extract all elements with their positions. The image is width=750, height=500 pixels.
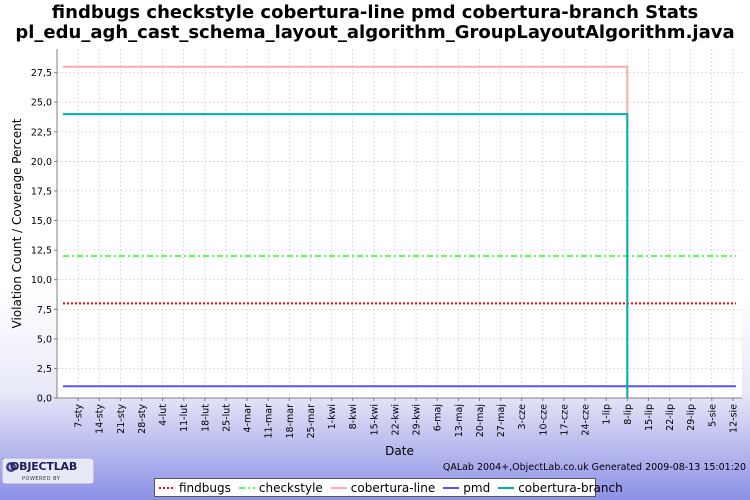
- x-ticks: 7-sty 14-sty 21-sty 28-sty 4-lut 11-lut 18-lut…: [74, 398, 739, 439]
- x-tick-label: 7-sty: [74, 404, 85, 428]
- x-tick-label: 13-maj: [454, 404, 465, 437]
- y-tick-label: 5,0: [37, 334, 52, 345]
- y-tick-label: 20,0: [31, 157, 52, 168]
- logo-text: OBJECTLAB: [10, 460, 78, 473]
- x-tick-label: 11-lut: [179, 404, 190, 432]
- legend-item-cobertura-branch: cobertura-branch: [498, 481, 623, 495]
- x-tick-label: 8-kwi: [348, 404, 359, 429]
- legend-swatch-cobertura-line: [330, 486, 347, 489]
- x-tick-label: 1-lip: [602, 404, 613, 425]
- x-tick-label: 6-maj: [433, 404, 444, 431]
- logo-powered-text: POWERED BY: [22, 476, 61, 482]
- x-tick-label: 8-lip: [623, 404, 634, 425]
- chart-title: findbugs checkstyle cobertura-line pmd c…: [51, 2, 699, 23]
- x-tick-label: 22-kwi: [390, 404, 401, 435]
- x-tick-label: 29-kwi: [412, 404, 423, 435]
- y-tick-label: 12,5: [31, 246, 52, 257]
- legend-label: findbugs: [179, 480, 231, 495]
- x-tick-label: 10-cze: [538, 404, 549, 436]
- x-tick-label: 27-maj: [496, 404, 507, 437]
- legend-item-cobertura-line: cobertura-line: [330, 480, 436, 495]
- y-tick-label: 0,0: [37, 394, 52, 405]
- x-tick-label: 15-lip: [644, 404, 655, 431]
- grid-lines: [57, 49, 742, 399]
- y-tick-label: 27,5: [31, 68, 52, 79]
- x-tick-label: 3-cze: [517, 404, 528, 430]
- series-line-cobertura-branch: [63, 113, 629, 398]
- legend-swatch-checkstyle: [238, 486, 255, 489]
- legend-label: cobertura-branch: [518, 480, 623, 495]
- y-tick-label: 2,5: [37, 364, 52, 375]
- y-tick-label: 17,5: [31, 186, 52, 197]
- plot-area: [57, 49, 742, 398]
- x-tick-label: 14-sty: [95, 404, 106, 434]
- legend: findbugs checkstyle cobertura-line pmd cober…: [154, 478, 623, 497]
- x-tick-label: 18-lut: [200, 404, 211, 432]
- x-tick-label: 11-mar: [264, 404, 275, 439]
- chart-subtitle: pl_edu_agh_cast_schema_layout_algorithm_…: [15, 22, 735, 43]
- series-lines: [63, 65, 736, 398]
- x-tick-label: 28-sty: [137, 404, 148, 434]
- x-tick-label: 5-sie: [707, 404, 718, 427]
- y-axis-label: Violation Count / Coverage Percent: [10, 118, 24, 328]
- legend-swatch-cobertura-branch: [498, 486, 515, 489]
- objectlab-logo: OBJECTLAB POWERED BY: [2, 458, 94, 498]
- x-tick-label: 24-cze: [581, 404, 592, 436]
- y-tick-label: 10,0: [31, 275, 52, 286]
- legend-item-pmd: pmd: [443, 481, 490, 495]
- legend-label: cobertura-line: [350, 480, 436, 495]
- x-tick-label: 25-lut: [221, 404, 232, 432]
- y-ticks: 0,0 2,5 5,0 7,5 10,0 12,5 15,0 17,5 20,0 22,5 25,0…: [31, 68, 57, 405]
- legend-label: pmd: [463, 480, 491, 495]
- x-tick-label: 29-lip: [686, 404, 697, 431]
- x-tick-label: 17-cze: [559, 404, 570, 436]
- x-tick-label: 20-maj: [475, 404, 486, 437]
- x-tick-label: 21-sty: [116, 404, 127, 434]
- x-tick-label: 18-mar: [285, 404, 296, 439]
- legend-swatch-findbugs: [159, 486, 175, 489]
- x-tick-label: 4-mar: [243, 404, 254, 433]
- generated-note: QALab 2004+,ObjectLab.co.uk Generated 20…: [442, 462, 746, 473]
- x-tick-label: 22-lip: [665, 404, 676, 431]
- x-tick-label: 25-mar: [306, 404, 317, 439]
- x-tick-label: 1-kwi: [327, 404, 338, 429]
- y-tick-label: 7,5: [37, 305, 52, 316]
- legend-item-findbugs: findbugs: [159, 481, 231, 495]
- y-tick-label: 22,5: [31, 127, 52, 138]
- x-tick-label: 12-sie: [728, 404, 739, 433]
- y-tick-label: 15,0: [31, 216, 52, 227]
- x-tick-label: 4-lut: [158, 404, 169, 426]
- y-tick-label: 25,0: [31, 98, 52, 109]
- legend-label: checkstyle: [258, 480, 323, 495]
- x-axis-label: Date: [385, 444, 414, 458]
- legend-item-checkstyle: checkstyle: [238, 480, 323, 495]
- legend-swatch-pmd: [443, 486, 460, 489]
- x-tick-label: 15-kwi: [369, 404, 380, 435]
